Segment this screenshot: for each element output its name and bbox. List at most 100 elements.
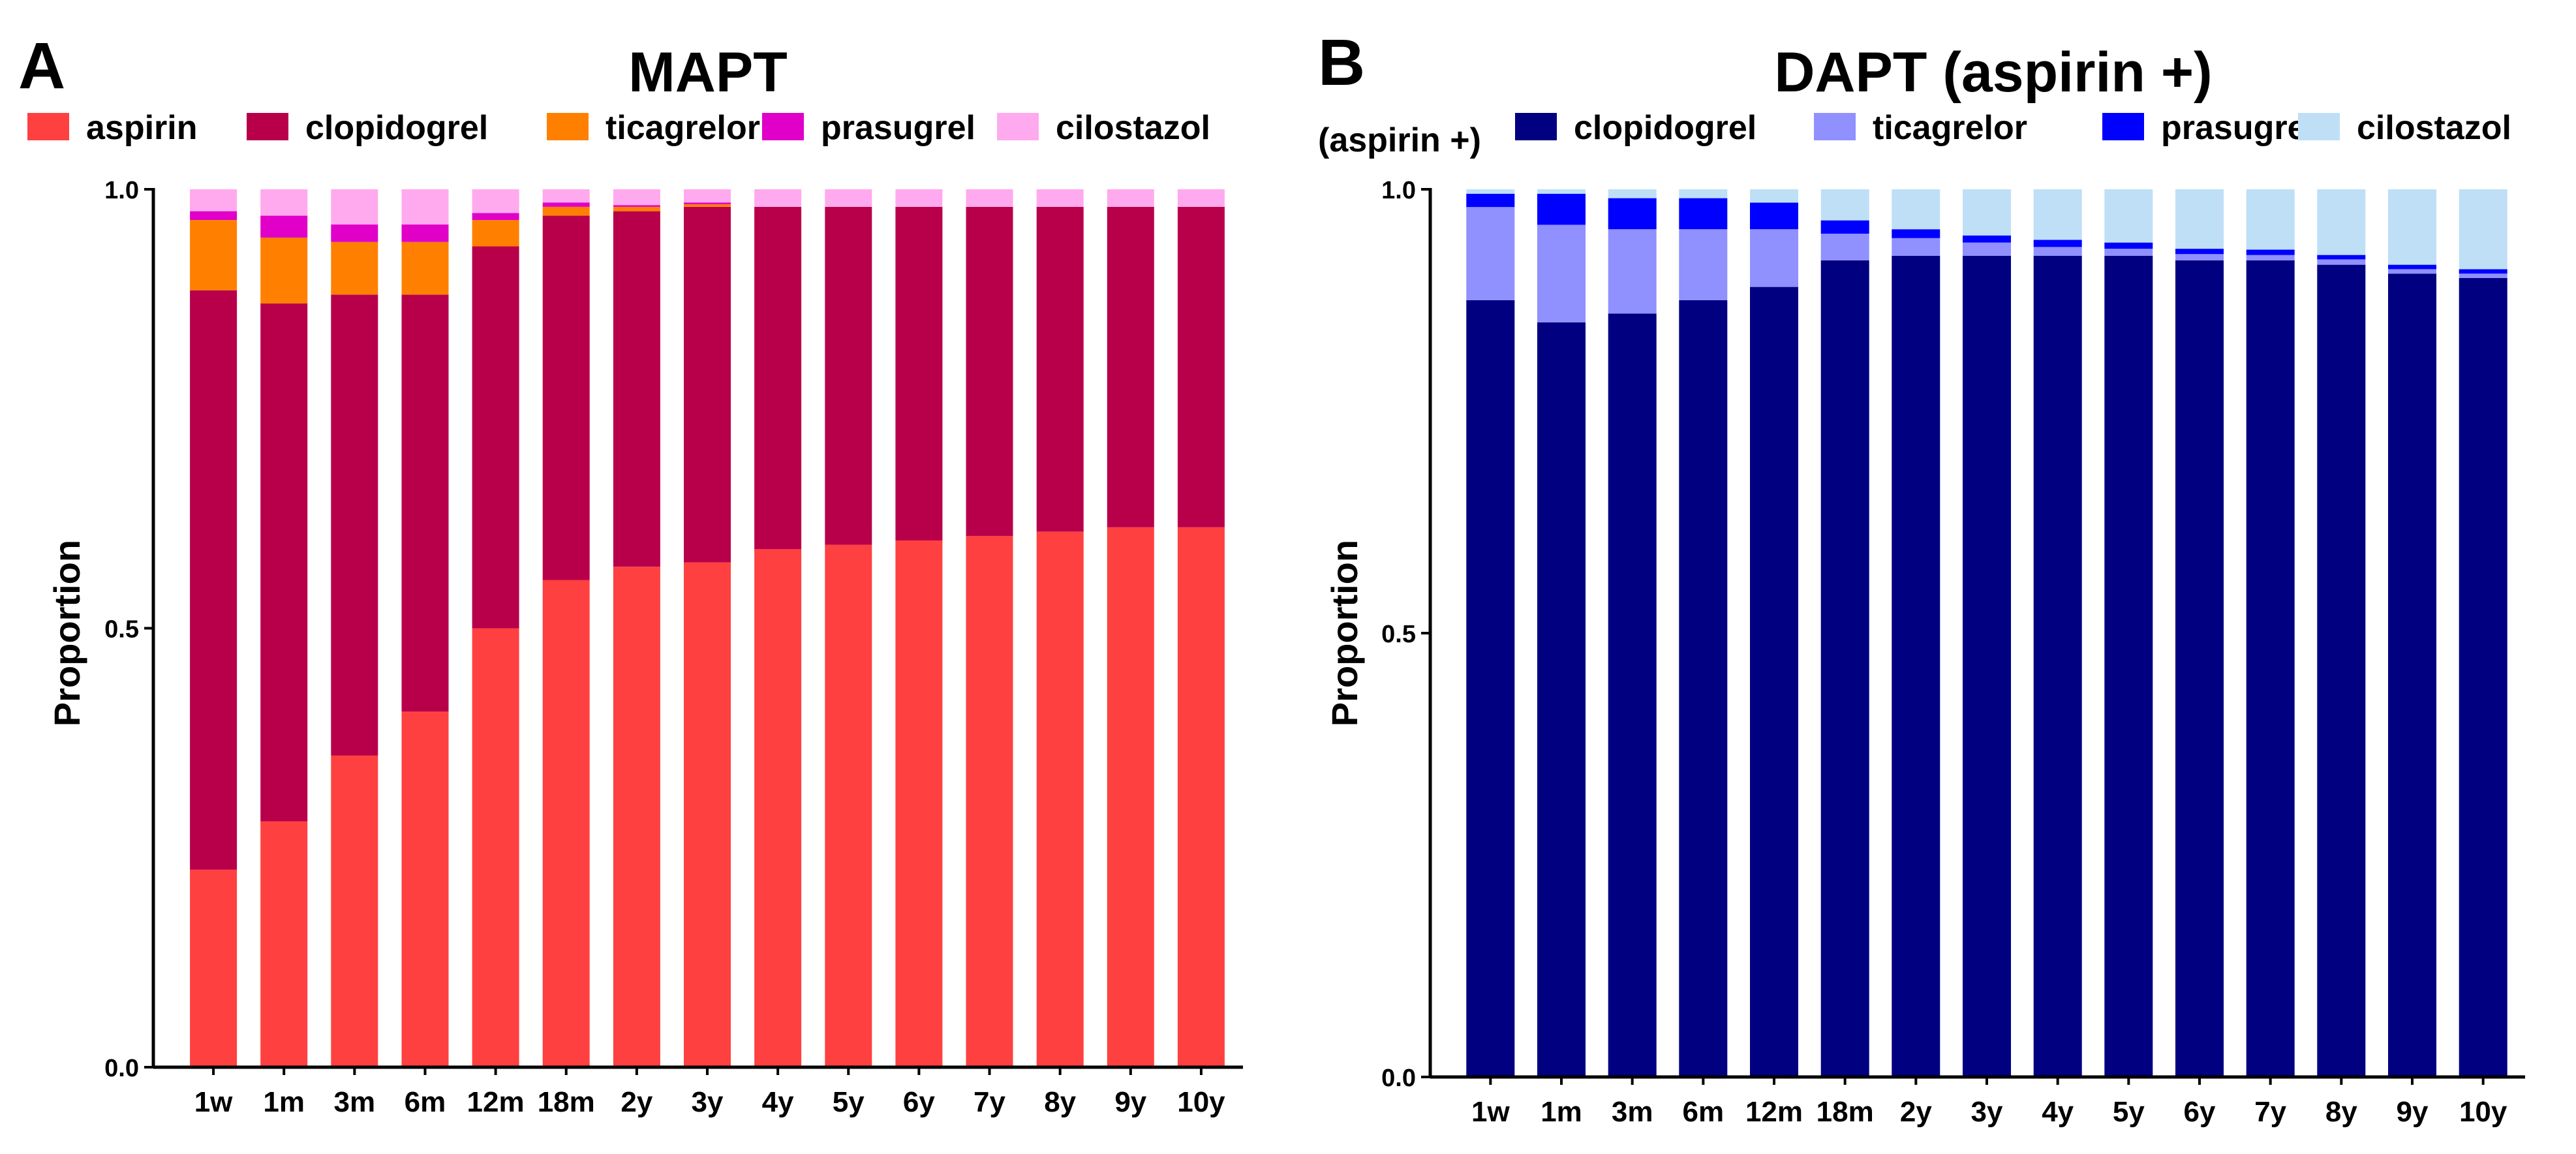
bar-a-cilostazol-4y [754, 189, 802, 207]
bar-a-aspirin-7y [966, 536, 1013, 1067]
panel-b: B DAPT (aspirin +) (aspirin +) clopidogr… [1318, 26, 2525, 1128]
bar-a-prasugrel-18m [542, 202, 590, 207]
bar-b-clopidogrel-1m [1537, 322, 1586, 1077]
bar-b-cilostazol-1m [1537, 189, 1586, 194]
legend-prefix-b: (aspirin +) [1318, 121, 1481, 159]
x-tick-label-a-1m: 1m [263, 1086, 305, 1118]
bar-a-aspirin-3m [331, 755, 378, 1067]
bar-b-clopidogrel-3m [1608, 313, 1657, 1077]
bar-b-clopidogrel-9y [2388, 273, 2436, 1078]
x-tick-label-b-10y: 10y [2459, 1096, 2507, 1128]
y-axis-label-a: Proportion [46, 540, 87, 726]
bar-b-cilostazol-6y [2175, 189, 2224, 249]
bar-a-clopidogrel-7y [966, 206, 1013, 537]
bar-b-clopidogrel-5y [2104, 256, 2153, 1077]
bar-b-cilostazol-18m [1820, 189, 1869, 221]
bar-b-ticagrelor-2y [1892, 238, 1940, 256]
bar-b-ticagrelor-7y [2246, 255, 2295, 260]
y-tick-label-b-2: 1.0 [1381, 177, 1416, 204]
legend-label-b-cilostazol: cilostazol [2357, 109, 2511, 147]
bar-a-ticagrelor-18m [542, 206, 590, 216]
bar-b-prasugrel-10y [2459, 269, 2507, 274]
bar-a-prasugrel-12m [472, 213, 519, 221]
bar-b-clopidogrel-10y [2459, 278, 2507, 1077]
bar-a-clopidogrel-6m [401, 294, 449, 712]
x-tick-label-a-6m: 6m [405, 1086, 446, 1118]
bar-b-cilostazol-4y [2033, 189, 2082, 240]
bar-a-clopidogrel-18m [542, 215, 590, 580]
legend-swatch-a-ticagrelor [547, 113, 589, 140]
bar-a-prasugrel-1w [190, 211, 238, 221]
bar-b-prasugrel-18m [1820, 220, 1869, 234]
bar-a-clopidogrel-3m [331, 294, 378, 756]
bar-a-aspirin-6y [895, 540, 943, 1067]
bar-a-clopidogrel-10y [1177, 206, 1225, 527]
bar-b-ticagrelor-6m [1679, 229, 1728, 300]
bar-b-cilostazol-6m [1679, 189, 1728, 198]
x-tick-label-a-3y: 3y [692, 1086, 724, 1118]
bar-b-prasugrel-5y [2104, 242, 2153, 249]
bar-b-prasugrel-3y [1963, 235, 2011, 243]
x-tick-label-a-4y: 4y [762, 1086, 794, 1118]
bar-b-clopidogrel-7y [2246, 260, 2295, 1077]
bar-b-ticagrelor-8y [2317, 259, 2366, 265]
x-tick-label-a-18m: 18m [538, 1086, 595, 1118]
legend-label-b-prasugrel: prasugrel [2161, 109, 2316, 147]
bar-a-clopidogrel-1w [190, 290, 238, 870]
x-tick-label-a-6y: 6y [903, 1086, 935, 1118]
legend-label-a-aspirin: aspirin [86, 109, 198, 147]
bar-a-ticagrelor-6m [401, 242, 449, 295]
x-tick-label-b-2y: 2y [1900, 1096, 1932, 1128]
bar-a-cilostazol-9y [1107, 189, 1154, 207]
bar-a-cilostazol-5y [825, 189, 872, 207]
bar-b-ticagrelor-10y [2459, 273, 2507, 278]
bar-b-prasugrel-7y [2246, 249, 2295, 255]
y-tick-label-a-1: 0.5 [104, 616, 139, 644]
bar-a-cilostazol-6m [401, 189, 449, 225]
legend-swatch-b-clopidogrel [1515, 113, 1557, 140]
bar-a-aspirin-1m [260, 821, 308, 1067]
legend-swatch-a-aspirin [27, 113, 69, 140]
bar-b-cilostazol-8y [2317, 189, 2366, 255]
bar-b-cilostazol-3m [1608, 189, 1657, 198]
x-tick-label-a-7y: 7y [974, 1086, 1005, 1118]
bar-b-cilostazol-5y [2104, 189, 2153, 243]
legend-label-b-clopidogrel: clopidogrel [1574, 109, 1756, 147]
bar-a-clopidogrel-5y [825, 206, 872, 545]
bar-a-prasugrel-1m [260, 215, 308, 238]
bar-b-prasugrel-9y [2388, 264, 2436, 270]
bar-a-cilostazol-8y [1036, 189, 1084, 207]
legend-label-a-cilostazol: cilostazol [1056, 109, 1210, 147]
y-tick-label-a-0: 0.0 [104, 1055, 139, 1082]
legend-swatch-b-cilostazol [2298, 113, 2340, 140]
bar-a-cilostazol-3m [331, 189, 378, 225]
y-tick-label-b-0: 0.0 [1381, 1065, 1416, 1092]
bar-a-clopidogrel-1m [260, 303, 308, 822]
x-tick-label-b-3y: 3y [1971, 1096, 2003, 1128]
bar-b-ticagrelor-3m [1608, 229, 1657, 314]
legend-swatch-a-cilostazol [997, 113, 1039, 140]
bar-b-clopidogrel-18m [1820, 260, 1869, 1077]
bar-b-cilostazol-10y [2459, 189, 2507, 270]
legend-swatch-a-clopidogrel [247, 113, 288, 140]
plot-area-b: 1w 1m 3m 6m 12m 18m 2y 3y 4y 5y 6y 7y 8y 9y 10y 0.0 0.5 1… [1381, 177, 2525, 1128]
x-tick-label-b-7y: 7y [2254, 1096, 2286, 1128]
bar-b-ticagrelor-1m [1537, 225, 1586, 322]
bar-b-clopidogrel-12m [1750, 287, 1798, 1078]
y-tick-label-b-1: 0.5 [1381, 621, 1416, 648]
bar-b-clopidogrel-6m [1679, 300, 1728, 1077]
bar-a-cilostazol-7y [966, 189, 1013, 207]
bar-a-cilostazol-1w [190, 189, 238, 211]
bar-a-ticagrelor-3m [331, 242, 378, 295]
bar-a-aspirin-6m [401, 711, 449, 1067]
bar-a-aspirin-3y [684, 562, 731, 1067]
y-axis-label-b: Proportion [1324, 540, 1365, 726]
bar-b-ticagrelor-6y [2175, 254, 2224, 260]
bar-b-clopidogrel-4y [2033, 256, 2082, 1077]
bar-a-cilostazol-2y [613, 189, 660, 206]
x-tick-label-b-12m: 12m [1745, 1096, 1803, 1128]
bar-a-aspirin-9y [1107, 527, 1154, 1067]
bar-b-clopidogrel-6y [2175, 260, 2224, 1077]
x-tick-label-a-5y: 5y [833, 1086, 865, 1118]
x-tick-label-b-5y: 5y [2113, 1096, 2145, 1128]
